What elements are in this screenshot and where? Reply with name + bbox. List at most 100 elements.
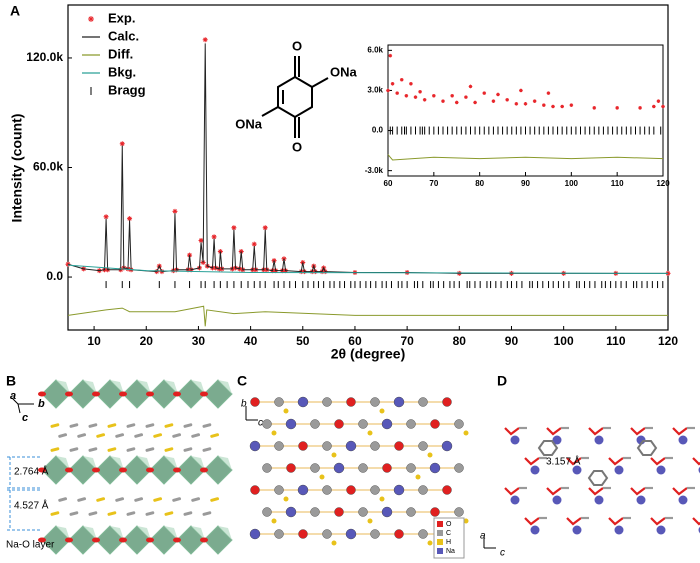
atom — [119, 537, 127, 543]
molecule-fragment — [134, 497, 144, 502]
atom — [38, 467, 46, 473]
atom — [572, 525, 582, 535]
atom — [379, 408, 385, 414]
atom — [274, 529, 284, 539]
data-point — [514, 102, 519, 106]
atom — [345, 528, 357, 540]
y-tick-label: 3.0k — [367, 86, 383, 95]
polyhedron — [137, 526, 151, 540]
atom — [274, 397, 284, 407]
data-point — [404, 93, 409, 98]
atom-label: ONa — [235, 116, 263, 131]
atom — [334, 507, 344, 517]
atom — [38, 537, 46, 543]
molecule-fragment — [96, 433, 106, 438]
atom — [285, 506, 297, 518]
atom — [250, 485, 260, 495]
atom — [345, 440, 357, 452]
atom — [379, 496, 385, 502]
atom — [418, 441, 428, 451]
atom — [200, 467, 208, 473]
atom — [119, 391, 127, 397]
data-point — [464, 95, 468, 99]
molecule-fragment — [183, 423, 193, 428]
atom — [65, 391, 73, 397]
y-axis-label: Intensity (count) — [9, 114, 25, 223]
atom — [249, 440, 261, 452]
distance-label: 4.527 Å — [14, 499, 49, 512]
atom — [262, 507, 272, 517]
atom — [463, 518, 469, 524]
molecule-fragment — [202, 423, 212, 428]
fragment — [650, 517, 666, 526]
atom — [331, 540, 337, 546]
atom — [297, 484, 309, 496]
atom — [358, 507, 368, 517]
axis-letter: c — [500, 548, 505, 559]
atom-label: ONa — [330, 64, 358, 79]
atom — [418, 529, 428, 539]
atom — [530, 525, 540, 535]
molecule-fragment — [50, 511, 60, 516]
atom — [394, 529, 404, 539]
data-point — [103, 214, 109, 220]
polyhedron — [83, 456, 97, 470]
atom — [319, 474, 325, 480]
series-line — [387, 154, 664, 161]
atom-label: O — [292, 38, 302, 53]
molecule-fragment — [50, 423, 60, 428]
polyhedron — [164, 526, 178, 540]
bond — [261, 106, 279, 117]
atom — [322, 441, 332, 451]
molecule-fragment — [191, 497, 201, 502]
molecule-fragment — [172, 497, 182, 502]
data-point — [119, 141, 125, 147]
x-tick-label: 70 — [400, 334, 414, 348]
atom — [406, 419, 416, 429]
atom — [249, 528, 261, 540]
atom — [92, 537, 100, 543]
data-point — [390, 81, 395, 86]
atom — [427, 452, 433, 458]
molecule-fragment — [115, 433, 125, 438]
molecule-fragment — [88, 447, 98, 452]
data-point — [546, 91, 551, 95]
molecule-fragment — [172, 433, 182, 438]
fragment — [672, 487, 688, 496]
molecule — [261, 56, 329, 138]
bracket — [6, 456, 40, 489]
x-tick-label: 90 — [505, 334, 519, 348]
legend-label: C — [446, 530, 451, 537]
x-tick-label: 30 — [192, 334, 206, 348]
atom — [334, 419, 344, 429]
molecule-fragment — [145, 511, 155, 516]
legend-label: Exp. — [108, 10, 135, 25]
molecule-fragment — [58, 433, 68, 438]
atom — [678, 435, 688, 445]
atom — [656, 465, 666, 475]
atom — [322, 397, 332, 407]
data-point — [638, 106, 642, 110]
fragment — [588, 427, 604, 436]
atom — [274, 485, 284, 495]
atom — [370, 529, 380, 539]
molecule-fragment — [164, 511, 174, 516]
molecule-fragment — [126, 511, 136, 516]
atom — [310, 419, 320, 429]
atom — [510, 435, 520, 445]
panel-label: B — [6, 373, 16, 389]
atom — [322, 529, 332, 539]
molecule-fragment — [69, 447, 79, 452]
series-line — [67, 305, 668, 327]
atom — [454, 463, 464, 473]
data-point — [532, 99, 537, 103]
atom — [146, 391, 154, 397]
atom — [394, 441, 404, 451]
data-point — [652, 104, 656, 109]
data-point — [560, 104, 564, 109]
panel-label: A — [10, 3, 20, 19]
atom — [441, 440, 453, 452]
data-point — [473, 100, 477, 105]
data-point — [409, 81, 413, 86]
x-tick-label: 120 — [658, 334, 678, 348]
